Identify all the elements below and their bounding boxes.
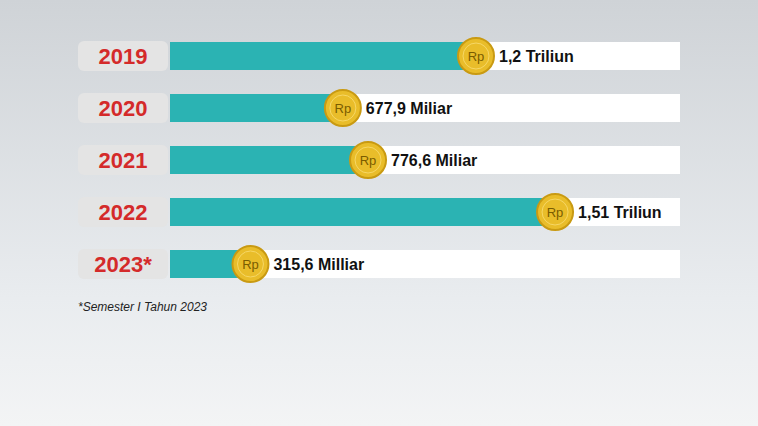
svg-text:677,9 Miliar: 677,9 Miliar: [366, 100, 452, 117]
svg-text:Rp: Rp: [468, 49, 485, 64]
svg-text:2021: 2021: [99, 148, 148, 173]
svg-text:2022: 2022: [99, 200, 148, 225]
svg-text:1,51 Triliun: 1,51 Triliun: [578, 204, 662, 221]
html-text:*Semester I Tahun 2023: *Semester I Tahun 2023: [78, 300, 207, 314]
svg-text:2023*: 2023*: [94, 252, 152, 277]
svg-text:2019: 2019: [99, 44, 148, 69]
svg-text:Rp: Rp: [335, 101, 352, 116]
svg-text:1,2 Triliun: 1,2 Triliun: [499, 48, 574, 65]
svg-text:Rp: Rp: [360, 153, 377, 168]
svg-text:776,6 Miliar: 776,6 Miliar: [391, 152, 477, 169]
svg-text:2020: 2020: [99, 96, 148, 121]
svg-text:Rp: Rp: [547, 205, 564, 220]
svg-text:Rp: Rp: [242, 257, 259, 272]
svg-text:315,6 Milliar: 315,6 Milliar: [273, 256, 364, 273]
